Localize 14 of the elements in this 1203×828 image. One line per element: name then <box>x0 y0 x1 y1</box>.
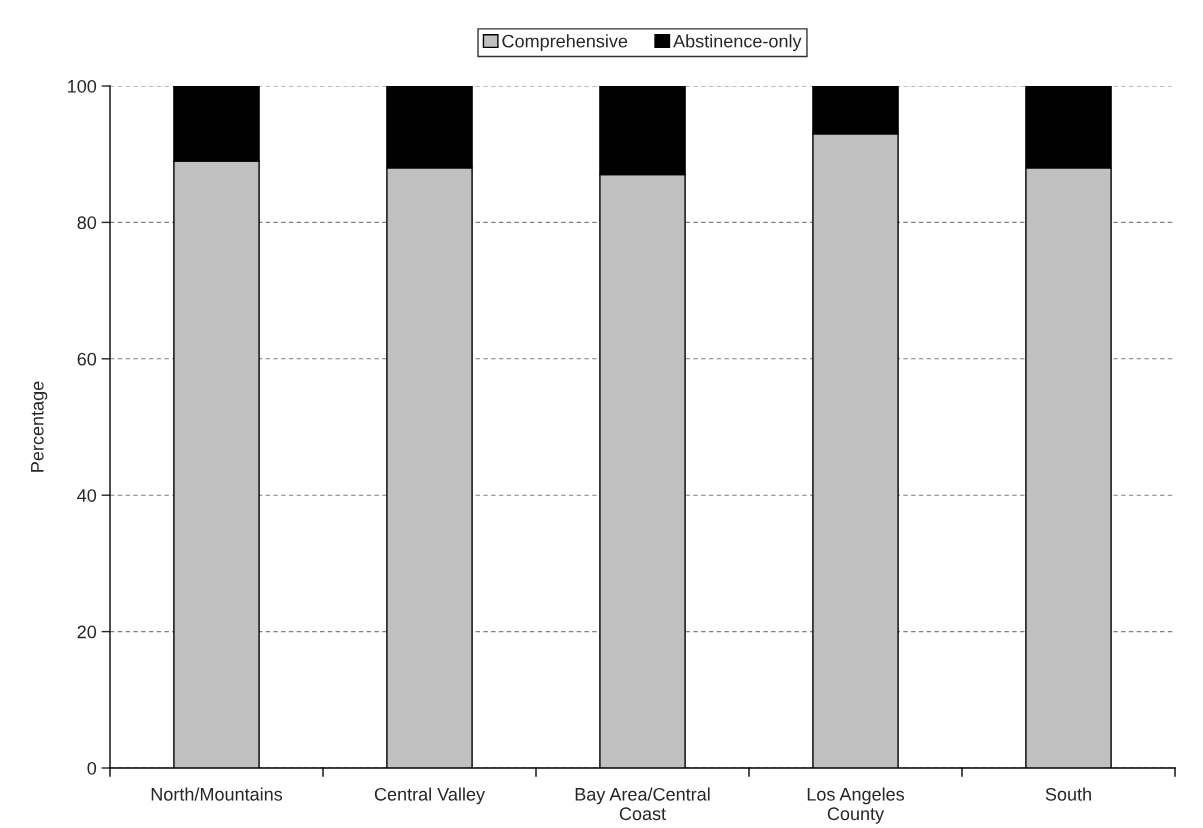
y-tick-label: 20 <box>77 625 97 639</box>
y-tick-label: 100 <box>68 79 97 93</box>
x-tick-label: Bay Area/Central Coast <box>575 787 710 821</box>
legend-label: Abstinence-only <box>673 34 802 52</box>
y-tick-label: 80 <box>77 216 97 230</box>
x-tick-label: Los Angeles County <box>807 787 905 824</box>
y-tick-label: 0 <box>87 761 97 775</box>
y-tick-label: 40 <box>77 489 97 502</box>
legend-label: Comprehensive <box>502 34 628 52</box>
y-axis-title: Percentage <box>31 381 48 472</box>
x-tick-label: South <box>1045 787 1091 801</box>
y-tick-label: 60 <box>77 352 97 366</box>
x-tick-label: Central Valley <box>374 787 485 805</box>
x-tick-label: North/Mountains <box>151 787 283 801</box>
